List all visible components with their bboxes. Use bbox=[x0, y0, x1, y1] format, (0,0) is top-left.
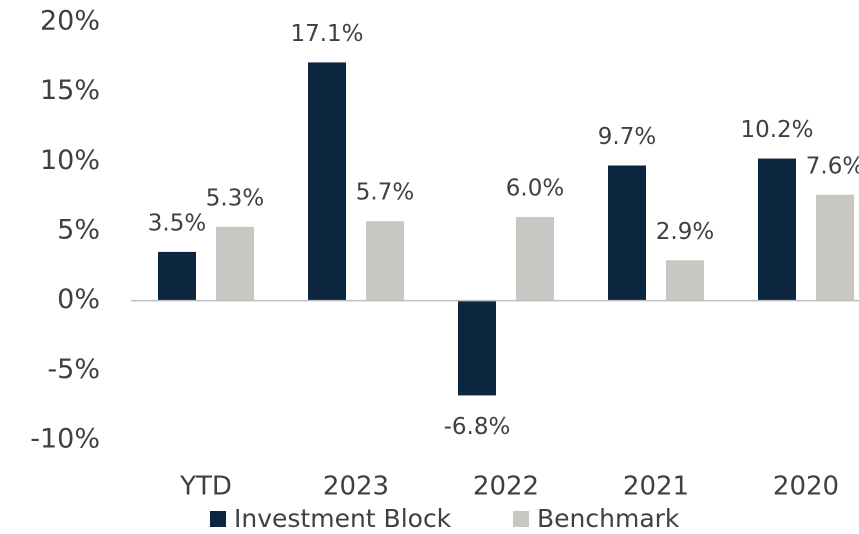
y-tick-label: -5% bbox=[47, 354, 100, 385]
bar bbox=[458, 300, 496, 396]
legend-label: Benchmark bbox=[537, 504, 680, 533]
bar bbox=[158, 251, 196, 301]
bar bbox=[816, 194, 854, 301]
bar bbox=[758, 158, 796, 301]
bar bbox=[216, 226, 254, 301]
y-tick-label: 20% bbox=[40, 6, 100, 37]
data-label: 3.5% bbox=[148, 210, 206, 236]
bar bbox=[608, 165, 646, 301]
data-label: 6.0% bbox=[506, 176, 564, 202]
x-tick-label: 2021 bbox=[623, 472, 689, 502]
legend-swatch bbox=[513, 511, 529, 527]
data-label: 2.9% bbox=[656, 219, 714, 245]
x-tick-label: 2020 bbox=[773, 472, 839, 502]
bar bbox=[366, 221, 404, 301]
legend-label: Investment Block bbox=[234, 504, 452, 533]
y-tick-label: 5% bbox=[57, 215, 100, 246]
y-tick-label: 15% bbox=[40, 75, 100, 106]
data-label: 10.2% bbox=[740, 117, 813, 143]
data-label: 9.7% bbox=[598, 124, 656, 150]
x-tick-label: 2022 bbox=[473, 472, 539, 502]
y-tick-label: 0% bbox=[57, 284, 100, 315]
bar bbox=[516, 217, 554, 301]
data-label: 5.7% bbox=[356, 180, 414, 206]
data-label: 5.3% bbox=[206, 185, 264, 211]
y-tick-label: 10% bbox=[40, 145, 100, 176]
x-tick-label: 2023 bbox=[323, 472, 389, 502]
data-label: 7.6% bbox=[806, 153, 859, 179]
legend-swatch bbox=[210, 511, 226, 527]
data-label: 17.1% bbox=[290, 21, 363, 47]
y-tick-label: -10% bbox=[30, 424, 100, 455]
x-tick-label: YTD bbox=[179, 472, 232, 502]
bar bbox=[666, 260, 704, 301]
bar bbox=[308, 62, 346, 301]
data-label: -6.8% bbox=[444, 414, 511, 440]
